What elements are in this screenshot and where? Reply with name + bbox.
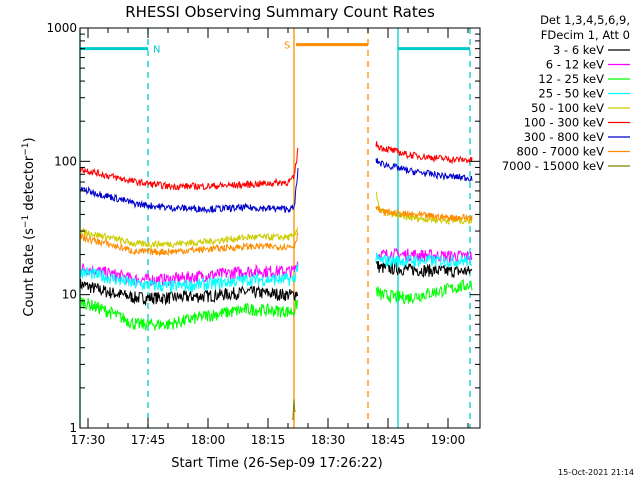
series-8-trace-2 (375, 205, 473, 222)
y-tick-label: 10 (62, 288, 77, 302)
legend-header-line-1: Det 1,3,4,5,6,9, (540, 13, 630, 27)
legend-header-line-2: FDecim 1, Att 0 (541, 28, 630, 42)
series-1-trace-1 (79, 279, 298, 307)
plot-area: N S 1 10 100 1000 17:30 17:45 18:00 18:15 18:30 18:… (46, 21, 481, 447)
series-5-trace-1 (79, 227, 299, 250)
series-7-trace-1 (79, 168, 299, 215)
series-4-trace-2 (375, 251, 473, 269)
series-8-trace-1 (79, 232, 299, 257)
series-6-trace-1 (79, 147, 299, 191)
legend-entry-label: 3 - 6 keV (553, 43, 604, 57)
x-tick-label: 17:45 (131, 433, 166, 447)
x-tick-label: 19:00 (431, 433, 466, 447)
y-tick-label: 100 (54, 154, 77, 168)
y-tick-label: 1 (69, 421, 77, 435)
footer-timestamp: 15-Oct-2021 21:14 (558, 468, 634, 477)
legend-entry-label: 25 - 50 keV (538, 87, 604, 101)
x-tick-label: 18:45 (371, 433, 406, 447)
series-7-trace-2 (375, 157, 473, 182)
legend-entry-label: 7000 - 15000 keV (502, 159, 604, 173)
legend-entry-label: 300 - 800 keV (524, 130, 604, 144)
y-tick-label: 1000 (46, 21, 77, 35)
legend-entry-label: 50 - 100 keV (531, 101, 604, 115)
y-axis-label: Count Rate (s−1 detector−1) (21, 137, 37, 316)
x-axis-label: Start Time (26-Sep-09 17:26:22) (171, 456, 382, 471)
chart-title: RHESSI Observing Summary Count Rates (125, 3, 435, 21)
annotation-label-n: N (153, 45, 160, 56)
x-tick-label: 17:30 (71, 433, 106, 447)
legend: Det 1,3,4,5,6,9, FDecim 1, Att 0 3 - 6 k… (502, 13, 630, 173)
plot-frame (79, 27, 481, 429)
x-tick-label: 18:00 (191, 433, 226, 447)
series-4-trace-1 (79, 262, 299, 294)
legend-entry-label: 800 - 7000 keV (516, 145, 604, 159)
series-6-trace-2 (375, 141, 473, 165)
legend-entry-label: 100 - 300 keV (524, 116, 604, 130)
legend-entry-label: 12 - 25 keV (538, 72, 604, 86)
x-tick-label: 18:30 (311, 433, 346, 447)
series-3-trace-2 (375, 278, 473, 305)
series-9-trace-1 (292, 399, 296, 421)
series-3-trace-1 (79, 296, 299, 331)
annotation-label-s: S (284, 41, 290, 52)
legend-entry-label: 6 - 12 keV (546, 58, 604, 72)
x-tick-label: 18:15 (251, 433, 286, 447)
